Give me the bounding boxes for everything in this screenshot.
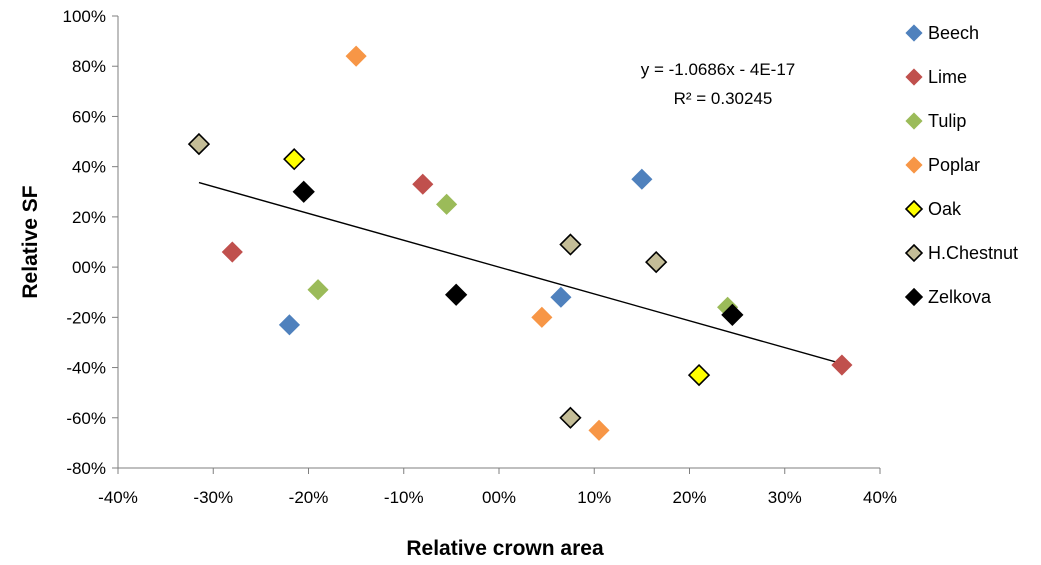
legend-marker-h-chestnut xyxy=(904,243,924,263)
legend-item-h-chestnut: H.Chestnut xyxy=(904,243,1018,263)
legend-label-poplar: Poplar xyxy=(928,155,980,175)
x-tick-label: 30% xyxy=(768,488,802,507)
point-beech xyxy=(631,168,653,190)
y-tick-label: 60% xyxy=(72,107,106,126)
y-tick-label: 40% xyxy=(72,158,106,177)
point-oak xyxy=(283,148,306,171)
point-lime xyxy=(412,173,434,195)
point-zelkova xyxy=(721,303,744,326)
legend-item-zelkova: Zelkova xyxy=(904,287,992,307)
point-h-chestnut xyxy=(559,233,582,256)
legend-label-zelkova: Zelkova xyxy=(928,287,992,307)
point-poplar xyxy=(531,306,553,328)
point-tulip xyxy=(307,279,329,301)
legend-label-oak: Oak xyxy=(928,199,962,219)
legend: Beech Lime Tulip Poplar Oak H.Chestnut Zelkova xyxy=(904,23,1018,307)
point-poplar xyxy=(588,419,610,441)
point-zelkova xyxy=(445,283,468,306)
point-h-chestnut xyxy=(187,132,211,156)
y-tick-label: 20% xyxy=(72,208,106,227)
legend-label-lime: Lime xyxy=(928,67,967,87)
y-tick-label: -20% xyxy=(66,308,106,327)
legend-item-oak: Oak xyxy=(904,199,962,219)
x-tick-label: 40% xyxy=(863,488,897,507)
x-axis-ticks: -40% -30% -20% -10% 00% 10% 20% 30% 40% xyxy=(98,468,897,507)
legend-marker-poplar xyxy=(905,156,923,174)
point-beech xyxy=(278,314,301,336)
point-tulip xyxy=(436,193,458,215)
point-h-chestnut xyxy=(559,406,582,429)
point-lime xyxy=(221,241,243,263)
x-tick-label: -40% xyxy=(98,488,138,507)
x-tick-label: 00% xyxy=(482,488,516,507)
legend-marker-tulip xyxy=(905,112,923,130)
y-tick-label: 100% xyxy=(63,7,106,26)
legend-marker-oak xyxy=(904,199,924,219)
point-lime xyxy=(831,354,853,376)
y-tick-label: -80% xyxy=(66,459,106,478)
x-tick-label: -30% xyxy=(193,488,233,507)
y-axis-ticks: 100% 80% 60% 40% 20% 00% -20% -40% -60% -80% xyxy=(63,7,118,478)
data-points xyxy=(187,45,853,441)
x-tick-label: -10% xyxy=(384,488,424,507)
x-tick-label: 10% xyxy=(577,488,611,507)
trendline-equation: y = -1.0686x - 4E-17 xyxy=(641,60,796,79)
point-oak xyxy=(687,363,711,387)
x-axis-title: Relative crown area xyxy=(406,537,604,560)
point-poplar xyxy=(345,45,367,67)
x-tick-label: 20% xyxy=(672,488,706,507)
legend-label-h-chestnut: H.Chestnut xyxy=(928,243,1018,263)
legend-label-beech: Beech xyxy=(928,23,979,43)
point-zelkova xyxy=(292,180,315,203)
legend-marker-lime xyxy=(905,68,923,86)
legend-item-tulip: Tulip xyxy=(905,111,966,131)
legend-item-poplar: Poplar xyxy=(905,155,980,175)
y-axis-title: Relative SF xyxy=(19,185,42,298)
legend-label-tulip: Tulip xyxy=(928,111,966,131)
legend-item-beech: Beech xyxy=(905,23,979,43)
legend-marker-beech xyxy=(905,24,923,42)
legend-item-lime: Lime xyxy=(905,67,967,87)
point-h-chestnut xyxy=(645,250,668,274)
y-tick-label: 80% xyxy=(72,57,106,76)
y-tick-label: -40% xyxy=(66,359,106,378)
point-beech xyxy=(550,286,572,308)
x-tick-label: -20% xyxy=(289,488,329,507)
y-tick-label: -60% xyxy=(66,409,106,428)
legend-marker-zelkova xyxy=(904,287,924,307)
trendline-r-squared: R² = 0.30245 xyxy=(674,89,773,108)
trend-line xyxy=(198,181,843,365)
y-tick-label: 00% xyxy=(72,258,106,277)
